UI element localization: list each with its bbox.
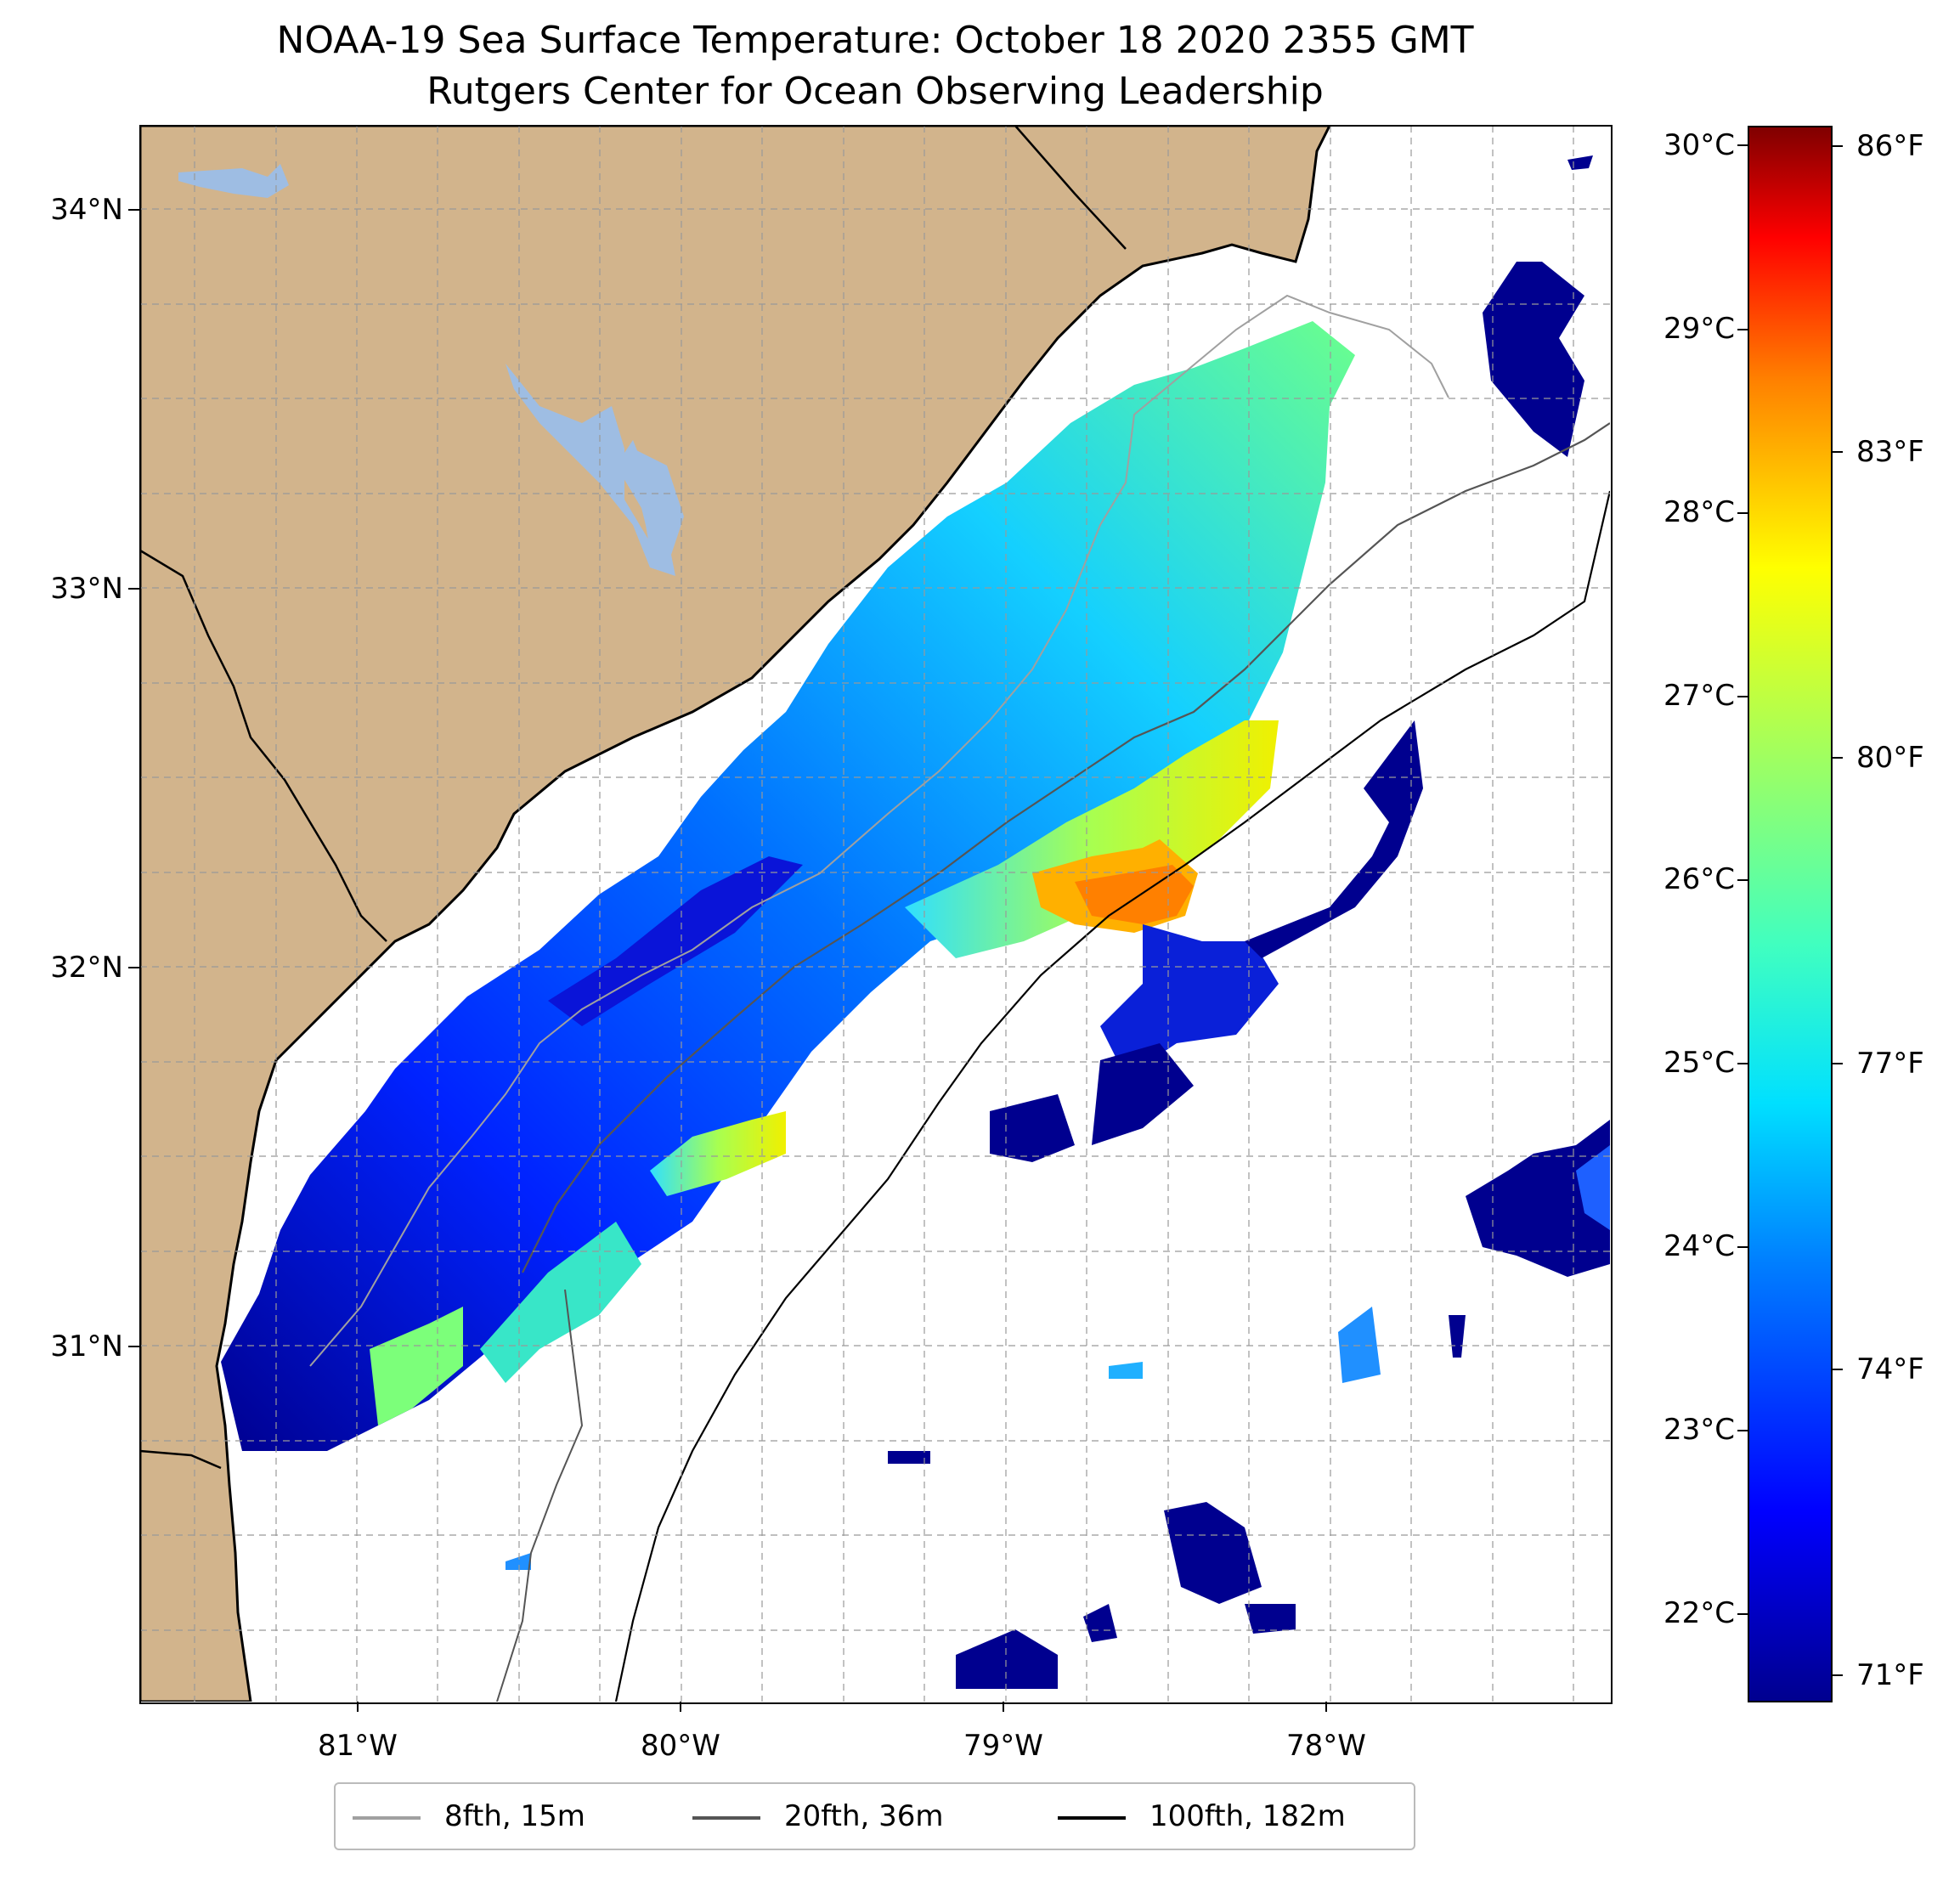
fahrenheit-label: 74°F	[1856, 1352, 1924, 1386]
map-subtitle: Rutgers Center for Ocean Observing Leade…	[426, 70, 1324, 113]
celsius-tick	[1737, 696, 1748, 697]
fahrenheit-tick	[1833, 1369, 1843, 1370]
legend-swatch	[353, 1815, 421, 1820]
lat-tick-mark	[128, 209, 140, 211]
fahrenheit-tick	[1833, 757, 1843, 759]
celsius-label: 25°C	[1663, 1046, 1735, 1080]
celsius-tick	[1737, 1613, 1748, 1615]
lat-label: 31°N	[50, 1330, 123, 1363]
lat-tick-mark	[128, 588, 140, 590]
fahrenheit-label: 86°F	[1856, 129, 1924, 163]
celsius-label: 24°C	[1663, 1229, 1735, 1263]
lakes	[178, 164, 684, 576]
map-title: NOAA-19 Sea Surface Temperature: October…	[276, 19, 1474, 62]
fahrenheit-label: 71°F	[1856, 1658, 1924, 1692]
lat-tick-mark	[128, 967, 140, 968]
celsius-label: 30°C	[1663, 128, 1735, 162]
fahrenheit-label: 83°F	[1856, 435, 1924, 469]
gridlines	[140, 126, 1610, 1702]
celsius-label: 29°C	[1663, 312, 1735, 346]
lon-tick-mark	[680, 1702, 681, 1712]
contour-8fth	[309, 294, 1449, 1367]
celsius-label: 27°C	[1663, 679, 1735, 713]
lon-tick-mark	[1003, 1702, 1004, 1712]
lon-tick-mark	[357, 1702, 359, 1712]
lat-label: 33°N	[50, 572, 123, 606]
celsius-label: 28°C	[1663, 495, 1735, 529]
legend-swatch	[1058, 1815, 1126, 1820]
celsius-tick	[1737, 1063, 1748, 1064]
bathymetry-contours	[309, 294, 1610, 1702]
lon-tick-mark	[1325, 1702, 1327, 1712]
celsius-label: 22°C	[1663, 1596, 1735, 1630]
fahrenheit-tick	[1833, 451, 1843, 453]
lat-label: 34°N	[50, 193, 123, 227]
fahrenheit-tick	[1833, 1063, 1843, 1064]
celsius-tick	[1737, 329, 1748, 330]
legend-label: 100fth, 182m	[1149, 1799, 1346, 1833]
legend-label: 20fth, 36m	[784, 1799, 944, 1833]
fahrenheit-tick	[1833, 1674, 1843, 1676]
celsius-tick	[1737, 144, 1748, 146]
contour-20fth-south	[496, 1289, 584, 1702]
contour-20fth	[522, 422, 1610, 1273]
contour-legend: 8fth, 15m 20fth, 36m 100fth, 182m	[334, 1782, 1415, 1850]
contour-100fth	[614, 490, 1610, 1702]
lon-label: 80°W	[641, 1729, 720, 1763]
legend-item-100fth: 100fth, 182m	[1058, 1799, 1346, 1833]
state-boundaries	[140, 126, 1127, 1470]
colorbar	[1748, 126, 1833, 1702]
fahrenheit-label: 80°F	[1856, 741, 1924, 775]
fahrenheit-label: 77°F	[1856, 1047, 1924, 1081]
celsius-tick	[1737, 879, 1748, 881]
lon-label: 81°W	[318, 1729, 398, 1763]
sst-map-canvas	[140, 126, 1610, 1702]
celsius-label: 23°C	[1663, 1413, 1735, 1447]
lon-label: 78°W	[1286, 1729, 1366, 1763]
lat-tick-mark	[128, 1346, 140, 1347]
celsius-tick	[1737, 512, 1748, 514]
sst-map	[140, 126, 1610, 1702]
legend-label: 8fth, 15m	[444, 1799, 585, 1833]
lon-label: 79°W	[963, 1729, 1043, 1763]
legend-item-8fth: 8fth, 15m	[353, 1799, 585, 1833]
lat-label: 32°N	[50, 951, 123, 985]
legend-swatch	[692, 1815, 760, 1820]
celsius-tick	[1737, 1430, 1748, 1431]
legend-item-20fth: 20fth, 36m	[692, 1799, 944, 1833]
celsius-label: 26°C	[1663, 862, 1735, 896]
celsius-tick	[1737, 1246, 1748, 1248]
fahrenheit-tick	[1833, 145, 1843, 147]
sst-field	[221, 155, 1610, 1689]
